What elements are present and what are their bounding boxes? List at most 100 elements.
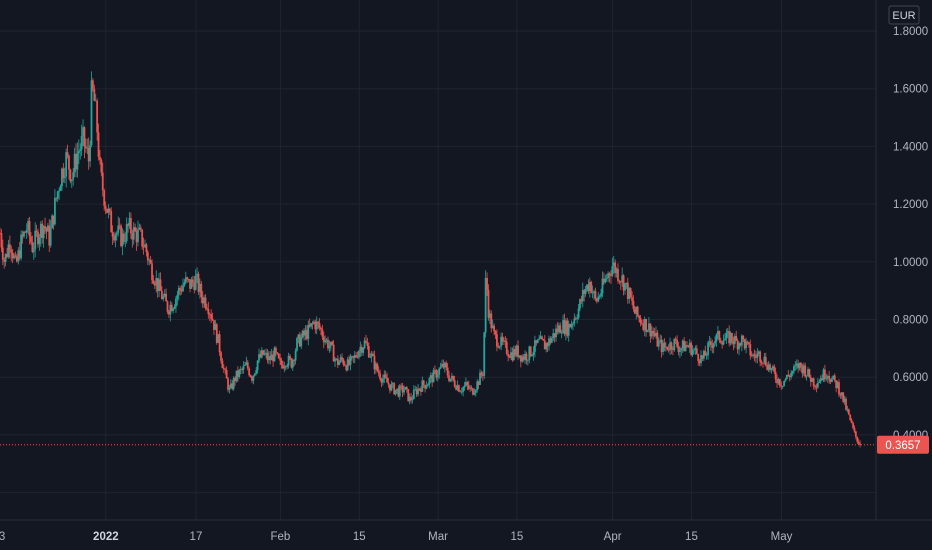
candle — [414, 385, 417, 391]
candle — [49, 219, 52, 248]
candle — [717, 325, 719, 340]
candle — [679, 345, 681, 358]
candle — [548, 335, 550, 351]
candle — [557, 322, 560, 335]
x-tick-label: Mar — [428, 531, 448, 543]
candle — [693, 347, 695, 355]
candle — [419, 386, 422, 396]
candle — [794, 361, 797, 371]
candle — [381, 374, 384, 386]
candle — [767, 361, 770, 373]
candle — [222, 364, 225, 373]
candle — [18, 241, 21, 261]
candle — [452, 375, 455, 382]
candle — [691, 345, 694, 357]
candle — [175, 296, 177, 313]
candle — [443, 361, 446, 373]
candle — [61, 167, 63, 191]
candle — [166, 300, 169, 315]
candle — [113, 231, 115, 244]
candle — [75, 143, 77, 178]
candle — [805, 375, 808, 381]
candle — [391, 382, 394, 389]
candle — [311, 320, 314, 330]
candle — [705, 352, 708, 360]
candle — [221, 357, 224, 369]
candle — [380, 377, 383, 388]
candle — [32, 242, 35, 260]
candle — [186, 276, 189, 283]
candle — [621, 267, 624, 287]
candle — [541, 335, 543, 341]
candle — [73, 147, 76, 178]
candle — [358, 349, 360, 360]
candle — [476, 378, 479, 393]
candle — [517, 340, 519, 360]
candle — [788, 374, 791, 382]
candle — [832, 375, 835, 380]
price-axis[interactable]: 1.8000 1.6000 1.4000 1.2000 1.0000 0.8000 0.60… — [893, 26, 928, 442]
candle — [297, 333, 300, 344]
candle — [579, 298, 581, 312]
candle — [111, 225, 114, 245]
candle — [80, 124, 83, 156]
candle — [755, 350, 757, 363]
candle — [328, 340, 331, 353]
candle — [656, 330, 659, 347]
candle — [662, 339, 664, 356]
candle — [122, 230, 125, 245]
candle — [182, 278, 184, 293]
candle — [650, 325, 653, 339]
candle — [128, 212, 131, 230]
candle — [458, 384, 460, 393]
candle — [3, 257, 6, 269]
candle — [778, 378, 781, 388]
candle — [856, 436, 859, 444]
candle — [784, 377, 787, 383]
candle — [152, 275, 155, 285]
candle — [638, 314, 640, 323]
candle — [412, 385, 415, 400]
candle — [303, 328, 305, 341]
candle — [360, 344, 363, 357]
candle — [790, 370, 793, 380]
candle — [87, 137, 90, 170]
candle — [697, 353, 700, 366]
candle — [101, 162, 104, 197]
candle — [374, 361, 377, 374]
candle — [626, 277, 629, 304]
candle — [324, 335, 327, 345]
candle — [42, 225, 45, 248]
candle — [756, 348, 759, 364]
candle — [684, 341, 687, 352]
candle — [655, 326, 657, 339]
candle — [545, 342, 548, 353]
candle — [35, 224, 38, 238]
candle — [497, 342, 500, 349]
candle — [220, 350, 222, 364]
candle — [218, 330, 221, 356]
candle — [132, 222, 135, 245]
candle — [562, 314, 564, 334]
candle — [525, 351, 528, 365]
candle — [304, 325, 307, 340]
candle — [574, 316, 577, 321]
candle — [296, 336, 298, 352]
candle — [158, 272, 160, 297]
time-axis[interactable]: 13 2022 17 Feb 15 Mar 15 Apr 15 May — [0, 531, 793, 543]
x-tick-label: 15 — [685, 531, 698, 543]
candle — [206, 303, 208, 311]
candle — [667, 344, 670, 353]
candle — [700, 350, 702, 367]
candle — [467, 380, 470, 391]
candle — [14, 251, 17, 259]
candle — [773, 364, 776, 374]
candle — [70, 179, 73, 188]
currency-badge[interactable]: EUR — [888, 5, 920, 25]
candle — [442, 359, 445, 369]
candle — [539, 331, 542, 339]
candle — [760, 359, 763, 366]
candle — [759, 350, 762, 367]
candle — [320, 326, 322, 335]
